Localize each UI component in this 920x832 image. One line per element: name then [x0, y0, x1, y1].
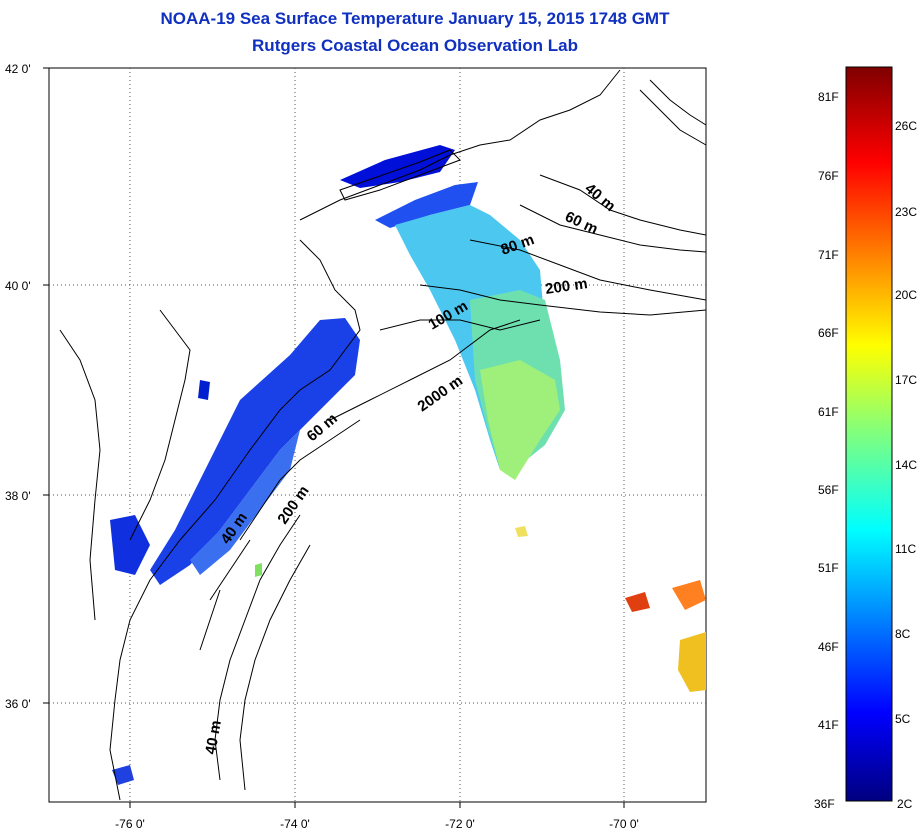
map-title: NOAA-19 Sea Surface Temperature January …: [160, 9, 670, 28]
contour-label-200m-north: 200 m: [544, 275, 588, 298]
sst-patch-longisland: [340, 145, 455, 188]
cbar-f-81: 81F: [818, 90, 839, 104]
coastline: [59, 69, 621, 801]
lon-label-76: -76 0': [115, 817, 145, 831]
sst-patch-gulfstream-2: [672, 580, 706, 610]
lon-label-72: -72 0': [445, 817, 475, 831]
lon-label-74: -74 0': [280, 817, 310, 831]
cbar-f-41: 41F: [818, 718, 839, 732]
cbar-f-51: 51F: [818, 561, 839, 575]
map-frame: [48, 67, 707, 803]
colorbar-celsius-labels: 26C 23C 20C 17C 14C 11C 8C 5C 2C: [895, 119, 917, 811]
cbar-f-61: 61F: [818, 405, 839, 419]
sst-patch-small: [255, 563, 262, 577]
cbar-f-36: 36F: [814, 797, 835, 811]
colorbar-scale: [845, 66, 893, 802]
sst-patch-slope: [480, 360, 560, 480]
sst-data: [110, 145, 706, 785]
bathymetry-contours: [199, 79, 707, 791]
cbar-c-2: 2C: [897, 797, 913, 811]
lat-label-38: 38 0': [5, 489, 31, 503]
lon-label-70: -70 0': [609, 817, 639, 831]
cbar-f-46: 46F: [818, 640, 839, 654]
sst-patch-chesapeake: [110, 515, 150, 575]
cbar-c-11: 11C: [895, 542, 916, 556]
cbar-c-14: 14C: [895, 458, 917, 472]
latitude-labels: 42 0' 40 0' 38 0' 36 0': [5, 62, 31, 711]
graticule: [49, 68, 706, 802]
sst-patch-gulfstream-3: [678, 632, 706, 692]
cbar-f-76: 76F: [818, 169, 839, 183]
sst-patch-hatteras: [112, 765, 134, 785]
sst-patch-bay: [198, 380, 210, 400]
cbar-c-26: 26C: [895, 119, 917, 133]
lat-label-36: 36 0': [5, 697, 31, 711]
sst-patch-nearshore: [190, 430, 300, 575]
cbar-f-66: 66F: [818, 326, 839, 340]
lat-label-40: 40 0': [5, 279, 31, 293]
sst-patch-gulfstream-1: [625, 592, 650, 612]
cbar-f-56: 56F: [818, 483, 839, 497]
map-subtitle: Rutgers Coastal Ocean Observation Lab: [252, 36, 578, 55]
cbar-c-8: 8C: [895, 627, 911, 641]
longitude-labels: -76 0' -74 0' -72 0' -70 0': [115, 817, 639, 831]
sst-patch-warm-small: [515, 526, 528, 537]
axis-ticks: [43, 67, 625, 808]
cbar-c-17: 17C: [895, 373, 917, 387]
cbar-c-5: 5C: [895, 712, 911, 726]
colorbar-fahrenheit-labels: 81F 76F 71F 66F 61F 56F 51F 46F 41F 36F: [814, 90, 839, 811]
lat-label-42: 42 0': [5, 62, 31, 76]
cbar-c-23: 23C: [895, 205, 917, 219]
sst-patch-nyshelf: [375, 182, 478, 228]
cbar-c-20: 20C: [895, 288, 917, 302]
cbar-f-71: 71F: [818, 248, 839, 262]
contour-label-40m-hatteras: 40 m: [202, 719, 225, 756]
